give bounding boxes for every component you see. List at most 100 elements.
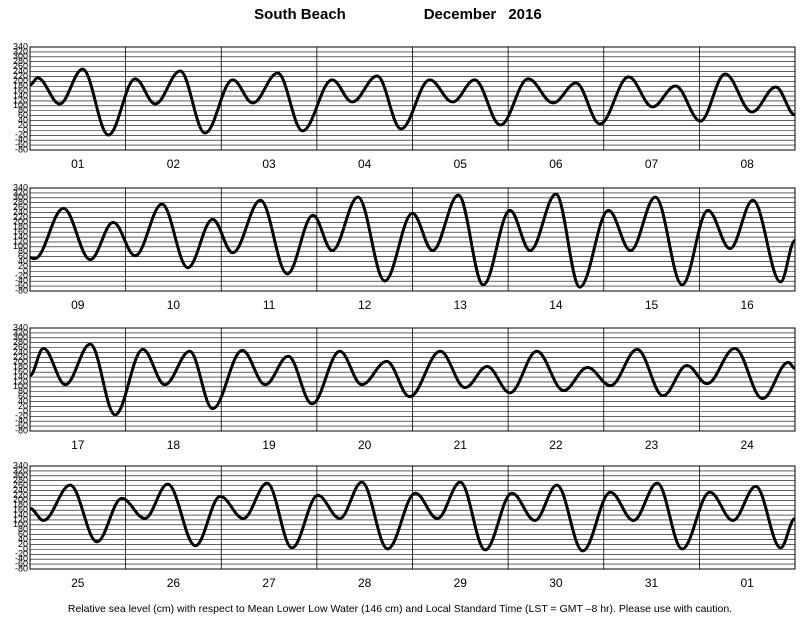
x-tick-label: 25: [71, 576, 85, 590]
y-tick-label: 120: [13, 376, 28, 386]
y-tick-label: 340: [13, 41, 28, 51]
y-tick-label: -20: [15, 549, 28, 559]
x-tick-label: 23: [645, 438, 659, 452]
y-tick-label: 220: [13, 352, 28, 362]
y-tick-label: 320: [13, 465, 28, 475]
y-tick-label: -60: [15, 139, 28, 149]
x-tick-label: 01: [741, 576, 755, 590]
y-tick-label: 140: [13, 371, 28, 381]
y-tick-label: 40: [18, 115, 28, 125]
y-tick-label: 300: [13, 51, 28, 61]
x-tick-label: 18: [167, 438, 181, 452]
x-tick-label: 30: [549, 576, 563, 590]
y-tick-label: 100: [13, 381, 28, 391]
y-tick-label: -40: [15, 276, 28, 286]
y-tick-label: 280: [13, 197, 28, 207]
y-tick-label: 300: [13, 470, 28, 480]
y-tick-label: 40: [18, 256, 28, 266]
y-tick-label: 120: [13, 236, 28, 246]
y-tick-label: 280: [13, 56, 28, 66]
location-title: South Beach: [254, 6, 346, 23]
y-tick-label: 80: [18, 246, 28, 256]
y-tick-label: 40: [18, 396, 28, 406]
y-tick-label: 60: [18, 391, 28, 401]
y-tick-label: 100: [13, 241, 28, 251]
y-tick-label: 260: [13, 202, 28, 212]
x-tick-label: 04: [358, 157, 372, 171]
y-tick-label: 240: [13, 207, 28, 217]
month-title: December: [424, 6, 497, 23]
y-tick-label: 160: [13, 86, 28, 96]
x-tick-label: 19: [262, 438, 276, 452]
y-tick-label: 100: [13, 519, 28, 529]
x-tick-label: 24: [741, 438, 755, 452]
y-tick-label: 20: [18, 539, 28, 549]
y-tick-label: -60: [15, 558, 28, 568]
y-tick-label: -40: [15, 135, 28, 145]
year-title: 2016: [508, 6, 541, 23]
x-tick-label: 15: [645, 298, 659, 312]
y-tick-label: -80: [15, 425, 28, 435]
y-tick-label: -20: [15, 271, 28, 281]
x-tick-label: 14: [549, 298, 563, 312]
y-tick-label: 160: [13, 367, 28, 377]
x-tick-label: 07: [645, 157, 659, 171]
y-tick-label: 340: [13, 182, 28, 192]
y-tick-label: 240: [13, 347, 28, 357]
y-tick-label: 260: [13, 480, 28, 490]
y-tick-label: 0: [23, 544, 28, 554]
y-tick-label: 260: [13, 61, 28, 71]
y-tick-label: 0: [23, 266, 28, 276]
y-tick-label: 60: [18, 529, 28, 539]
y-tick-label: 200: [13, 495, 28, 505]
y-tick-label: 40: [18, 534, 28, 544]
y-tick-label: 160: [13, 505, 28, 515]
tide-curve: [29, 342, 796, 417]
x-tick-label: 17: [71, 438, 85, 452]
y-tick-label: 240: [13, 66, 28, 76]
y-tick-label: 0: [23, 125, 28, 135]
x-tick-label: 31: [645, 576, 659, 590]
y-tick-label: -80: [15, 285, 28, 295]
y-tick-label: 100: [13, 100, 28, 110]
y-tick-label: -80: [15, 563, 28, 573]
x-tick-label: 26: [167, 576, 181, 590]
tide-curve: [29, 67, 796, 137]
x-tick-label: 11: [263, 298, 276, 312]
y-tick-label: -20: [15, 130, 28, 140]
y-tick-label: 80: [18, 524, 28, 534]
y-tick-label: 180: [13, 362, 28, 372]
y-tick-label: 320: [13, 327, 28, 337]
y-tick-label: -60: [15, 280, 28, 290]
y-tick-label: 240: [13, 485, 28, 495]
y-tick-label: -40: [15, 416, 28, 426]
y-tick-label: 180: [13, 500, 28, 510]
y-tick-label: 140: [13, 90, 28, 100]
x-tick-label: 21: [454, 438, 468, 452]
y-tick-label: -20: [15, 411, 28, 421]
x-tick-label: 03: [262, 157, 276, 171]
x-tick-label: 08: [741, 157, 755, 171]
y-tick-label: 200: [13, 217, 28, 227]
y-tick-label: 220: [13, 490, 28, 500]
footnote: Relative sea level (cm) with respect to …: [68, 603, 732, 615]
y-tick-label: 320: [13, 187, 28, 197]
x-tick-label: 10: [167, 298, 181, 312]
y-tick-label: 300: [13, 192, 28, 202]
y-tick-label: 80: [18, 386, 28, 396]
x-tick-label: 28: [358, 576, 372, 590]
x-tick-label: 02: [167, 157, 181, 171]
y-tick-label: -40: [15, 554, 28, 564]
x-tick-label: 27: [262, 576, 276, 590]
x-tick-label: 06: [549, 157, 563, 171]
x-tick-label: 01: [71, 157, 85, 171]
y-tick-label: 20: [18, 120, 28, 130]
y-tick-label: 340: [13, 322, 28, 332]
x-tick-label: 05: [454, 157, 468, 171]
tide-curve: [29, 480, 796, 553]
y-tick-label: 160: [13, 227, 28, 237]
y-tick-label: 320: [13, 46, 28, 56]
x-tick-label: 12: [358, 298, 372, 312]
y-tick-label: 180: [13, 81, 28, 91]
